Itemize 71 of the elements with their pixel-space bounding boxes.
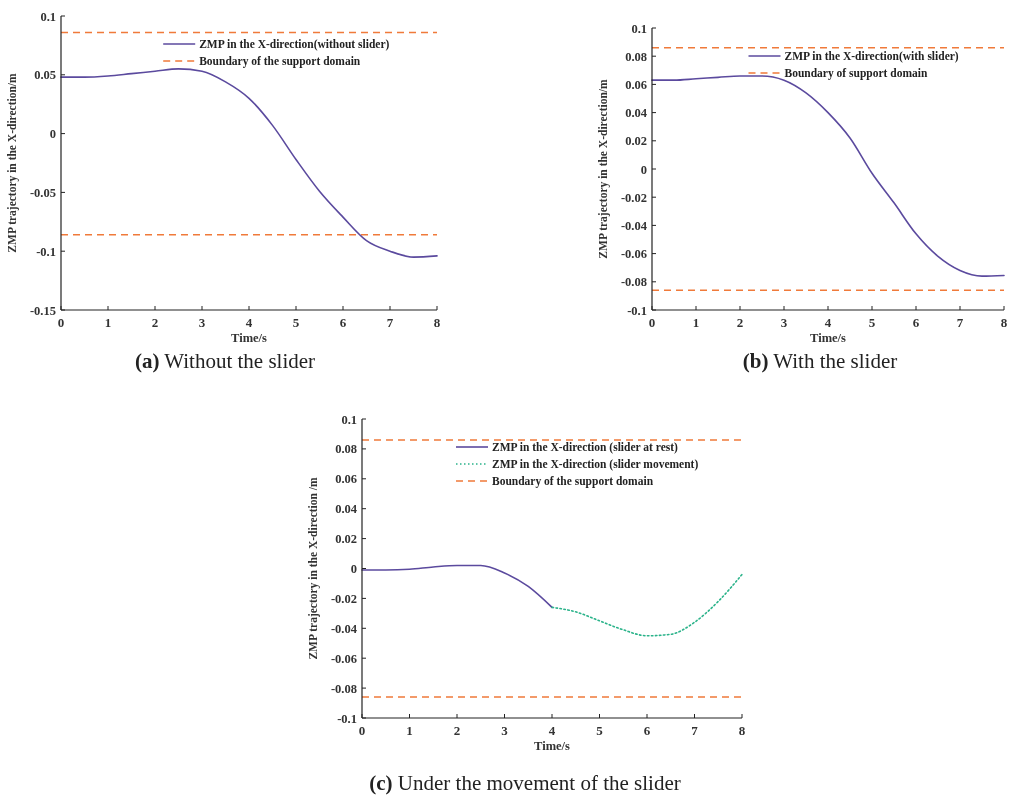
y-tick-label: -0.08 (330, 681, 357, 696)
y-tick-label: 0.08 (335, 442, 357, 457)
y-tick-label: -0.06 (620, 247, 647, 262)
x-tick-label: 5 (292, 315, 300, 330)
y-tick-label: -0.05 (29, 185, 56, 200)
y-tick-label: -0.15 (29, 303, 56, 318)
legend-label: ZMP in the X-direction (slider at rest) (492, 441, 679, 454)
x-tick-label: 1 (104, 315, 112, 330)
y-tick-label: 0.1 (631, 21, 647, 36)
line-series (361, 564, 553, 609)
y-tick-label: 0.04 (625, 106, 648, 121)
x-tick-label: 3 (780, 315, 788, 330)
legend-label: Boundary of the support domain (492, 475, 654, 488)
line-series (551, 573, 743, 637)
x-tick-label: 5 (868, 315, 876, 330)
y-tick-label: -0.04 (330, 621, 358, 636)
text: (b) With the slider (742, 349, 898, 373)
x-tick-label: 8 (738, 723, 746, 738)
x-tick-label: 7 (956, 315, 964, 330)
legend-label: ZMP in the X-direction (slider movement) (492, 458, 699, 471)
x-tick-label: 1 (406, 723, 413, 738)
y-tick-label: 0.02 (625, 134, 647, 149)
y-tick-label: 0.06 (335, 472, 357, 487)
y-tick-label: 0.02 (335, 532, 357, 547)
x-tick-label: 7 (386, 315, 394, 330)
y-axis-title: ZMP trajectory in the X-direction/m (6, 72, 19, 253)
x-axis-title: Time/s (534, 739, 571, 753)
y-tick-label: -0.02 (330, 591, 357, 606)
y-tick-label: -0.02 (620, 190, 647, 205)
line-series (60, 68, 438, 258)
y-tick-label: 0.05 (34, 68, 56, 83)
y-tick-label: 0.1 (341, 412, 357, 427)
y-tick-label: 0 (350, 562, 357, 576)
x-tick-label: 8 (1000, 315, 1008, 330)
y-tick-label: 0 (49, 127, 56, 142)
x-tick-label: 8 (433, 315, 441, 330)
x-tick-label: 7 (691, 723, 699, 738)
x-axis-title: Time/s (231, 331, 268, 345)
x-tick-label: 4 (824, 315, 832, 330)
x-tick-label: 3 (198, 315, 206, 330)
x-tick-label: 6 (339, 315, 347, 330)
legend-label: Boundary of the support domain (199, 55, 361, 68)
y-tick-label: -0.1 (337, 711, 357, 726)
legend-label: ZMP in the X-direction(without slider) (199, 38, 390, 51)
y-tick-label: -0.08 (620, 275, 647, 290)
text: (c) Under the movement of the slider (369, 771, 681, 795)
x-tick-label: 4 (548, 723, 556, 738)
x-tick-label: 2 (736, 315, 744, 330)
x-tick-label: 2 (453, 723, 461, 738)
legend-label: ZMP in the X-direction(with slider) (784, 50, 959, 63)
text: (a) Without the slider (134, 349, 316, 373)
x-tick-label: 2 (151, 315, 159, 330)
x-axis-title: Time/s (810, 331, 847, 345)
x-tick-label: 3 (501, 723, 509, 738)
x-tick-label: 6 (643, 723, 651, 738)
y-tick-label: -0.1 (36, 244, 56, 259)
y-axis-title: ZMP trajectory in the X-direction/m (597, 78, 610, 259)
x-tick-label: 1 (692, 315, 700, 330)
y-tick-label: 0 (640, 162, 647, 177)
y-tick-label: -0.1 (627, 303, 647, 318)
y-tick-label: -0.04 (620, 218, 648, 233)
x-tick-label: 4 (245, 315, 253, 330)
x-tick-label: 5 (596, 723, 604, 738)
y-tick-label: 0.08 (625, 49, 647, 64)
y-tick-label: -0.06 (330, 651, 357, 666)
y-axis-title: ZMP trajectory in the X-direction /m (307, 477, 320, 660)
y-tick-label: 0.1 (40, 9, 56, 24)
y-tick-label: 0.06 (625, 77, 647, 92)
legend-label: Boundary of support domain (784, 67, 928, 80)
x-tick-label: 6 (912, 315, 920, 330)
y-tick-label: 0.04 (335, 502, 358, 517)
